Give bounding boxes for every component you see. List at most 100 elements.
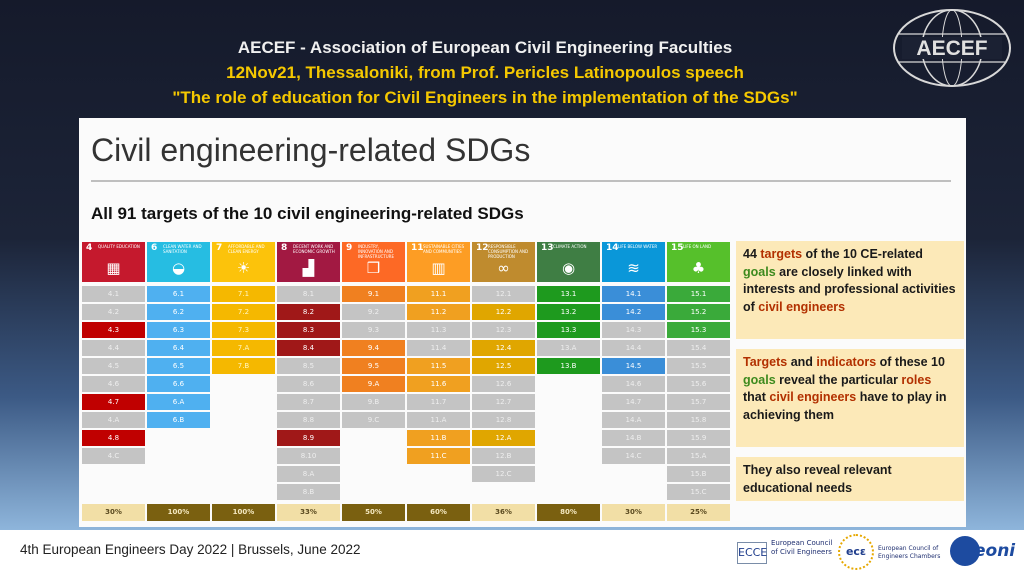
note-text: are closely linked with interests and pr… <box>743 264 956 314</box>
note-text: civil engineers <box>758 299 846 314</box>
water-drop-icon: ◒ <box>171 259 186 277</box>
sdg-number: 11 <box>411 243 424 253</box>
target-cell: 8.10 <box>277 448 340 464</box>
coverage-percent: 30% <box>82 504 145 521</box>
target-cell: 15.1 <box>667 286 730 302</box>
coverage-percent: 80% <box>537 504 600 521</box>
target-cell: 15.3 <box>667 322 730 338</box>
target-cell: 4.7 <box>82 394 145 410</box>
target-cell: 13.2 <box>537 304 600 320</box>
target-cell: 9.1 <box>342 286 405 302</box>
target-cell: 9.B <box>342 394 405 410</box>
sdg-tile-15: 15 LIFE ON LAND ♣ <box>667 242 730 282</box>
sdg-tile-11: 11 SUSTAINABLE CITIES AND COMMUNITIES ▥ <box>407 242 470 282</box>
target-cell: 8.5 <box>277 358 340 374</box>
book-icon: ▦ <box>106 259 121 277</box>
target-cell: 8.7 <box>277 394 340 410</box>
coverage-percent: 25% <box>667 504 730 521</box>
note-text: 44 <box>743 247 761 261</box>
target-cell: 4.4 <box>82 340 145 356</box>
note-text: of the <box>802 247 844 261</box>
target-cell: 8.9 <box>277 430 340 446</box>
sdg-number: 15 <box>671 243 684 253</box>
target-cell: 14.7 <box>602 394 665 410</box>
sdg-label: AFFORDABLE AND CLEAN ENERGY <box>228 244 265 254</box>
target-cell: 15.2 <box>667 304 730 320</box>
target-cell: 12.B <box>472 448 535 464</box>
sdg-tile-12: 12 RESPONSIBLE CONSUMPTION AND PRODUCTION… <box>472 242 535 282</box>
target-cell: 15.A <box>667 448 730 464</box>
coverage-percent: 100% <box>212 504 275 521</box>
target-cell: 14.C <box>602 448 665 464</box>
sdg-number: 4 <box>86 243 93 253</box>
tree-icon: ♣ <box>691 259 706 277</box>
sdg-label: LIFE BELOW WATER <box>618 244 658 249</box>
target-cell: 4.3 <box>82 322 145 338</box>
target-cell: 12.8 <box>472 412 535 428</box>
sdg-tile-14: 14 LIFE BELOW WATER ≋ <box>602 242 665 282</box>
slide-title: Civil engineering-related SDGs <box>91 132 531 168</box>
note-targets-linked: 44 targets of the 10 CE-related goals ar… <box>736 241 964 339</box>
footer-bar: 4th European Engineers Day 2022 | Brusse… <box>0 530 1024 576</box>
sdg-label: SUSTAINABLE CITIES AND COMMUNITIES <box>423 244 465 254</box>
target-cell: 15.5 <box>667 358 730 374</box>
target-cell: 8.1 <box>277 286 340 302</box>
sdg-label: RESPONSIBLE CONSUMPTION AND PRODUCTION <box>488 244 529 259</box>
note-text: Targets <box>743 355 788 369</box>
target-cell: 4.C <box>82 448 145 464</box>
note-roles: Targets and indicators of these 10 goals… <box>736 349 964 447</box>
target-cell: 12.3 <box>472 322 535 338</box>
ecce-name: European Council of Civil Engineers <box>771 539 833 556</box>
growth-chart-icon: ▟ <box>302 259 315 277</box>
target-cell: 7.B <box>212 358 275 374</box>
target-cell: 6.2 <box>147 304 210 320</box>
event-caption: 4th European Engineers Day 2022 | Brusse… <box>20 542 361 557</box>
target-cell: 6.1 <box>147 286 210 302</box>
note-text: have to play in achieving them <box>743 390 947 422</box>
sdg-tile-8: 8 DECENT WORK AND ECONOMIC GROWTH ▟ <box>277 242 340 282</box>
target-cell: 12.C <box>472 466 535 482</box>
note-text: civil engineers <box>769 390 857 404</box>
sdg-label: LIFE ON LAND <box>683 244 712 249</box>
note-educational-needs: They also reveal relevant educational ne… <box>736 457 964 501</box>
target-cell: 11.1 <box>407 286 470 302</box>
target-cell: 11.6 <box>407 376 470 392</box>
target-cell: 15.8 <box>667 412 730 428</box>
target-cell: 6.A <box>147 394 210 410</box>
aecef-logo: AECEF <box>893 9 1011 87</box>
target-cell: 12.A <box>472 430 535 446</box>
target-cell: 6.B <box>147 412 210 428</box>
note-text: roles <box>901 372 932 387</box>
target-cell: 4.A <box>82 412 145 428</box>
city-icon: ▥ <box>431 259 446 277</box>
target-cell: 14.6 <box>602 376 665 392</box>
target-cell: 11.4 <box>407 340 470 356</box>
target-cell: 8.8 <box>277 412 340 428</box>
ecec-stars-icon: ecε <box>838 534 874 570</box>
ecec-name: European Council of Engineers Chambers <box>878 545 941 560</box>
target-cell: 9.4 <box>342 340 405 356</box>
sdg-label: INDUSTRY, INNOVATION AND INFRASTRUCTURE <box>358 244 394 259</box>
title-divider <box>91 180 951 182</box>
target-cell: 12.6 <box>472 376 535 392</box>
target-cell: 4.2 <box>82 304 145 320</box>
target-cell: 9.5 <box>342 358 405 374</box>
target-cell: 11.B <box>407 430 470 446</box>
target-cell: 12.1 <box>472 286 535 302</box>
note-text: targets <box>760 247 803 261</box>
sdg-number: 6 <box>151 243 158 253</box>
coverage-percent: 100% <box>147 504 210 521</box>
sdg-number: 14 <box>606 243 619 253</box>
target-cell: 7.3 <box>212 322 275 338</box>
sdg-label: CLEAN WATER AND SANITATION <box>163 244 202 254</box>
target-cell: 4.1 <box>82 286 145 302</box>
note-text: goals <box>743 372 776 387</box>
target-cell: 6.5 <box>147 358 210 374</box>
header-date-line: 12Nov21, Thessaloniki, from Prof. Pericl… <box>226 63 744 82</box>
sdg-tile-4: 4 QUALITY EDUCATION ▦ <box>82 242 145 282</box>
sdg-tile-7: 7 AFFORDABLE AND CLEAN ENERGY ☀ <box>212 242 275 282</box>
target-cell: 7.A <box>212 340 275 356</box>
sdg-label: CLIMATE ACTION <box>553 244 587 249</box>
coverage-percent: 33% <box>277 504 340 521</box>
sun-icon: ☀ <box>236 259 251 277</box>
